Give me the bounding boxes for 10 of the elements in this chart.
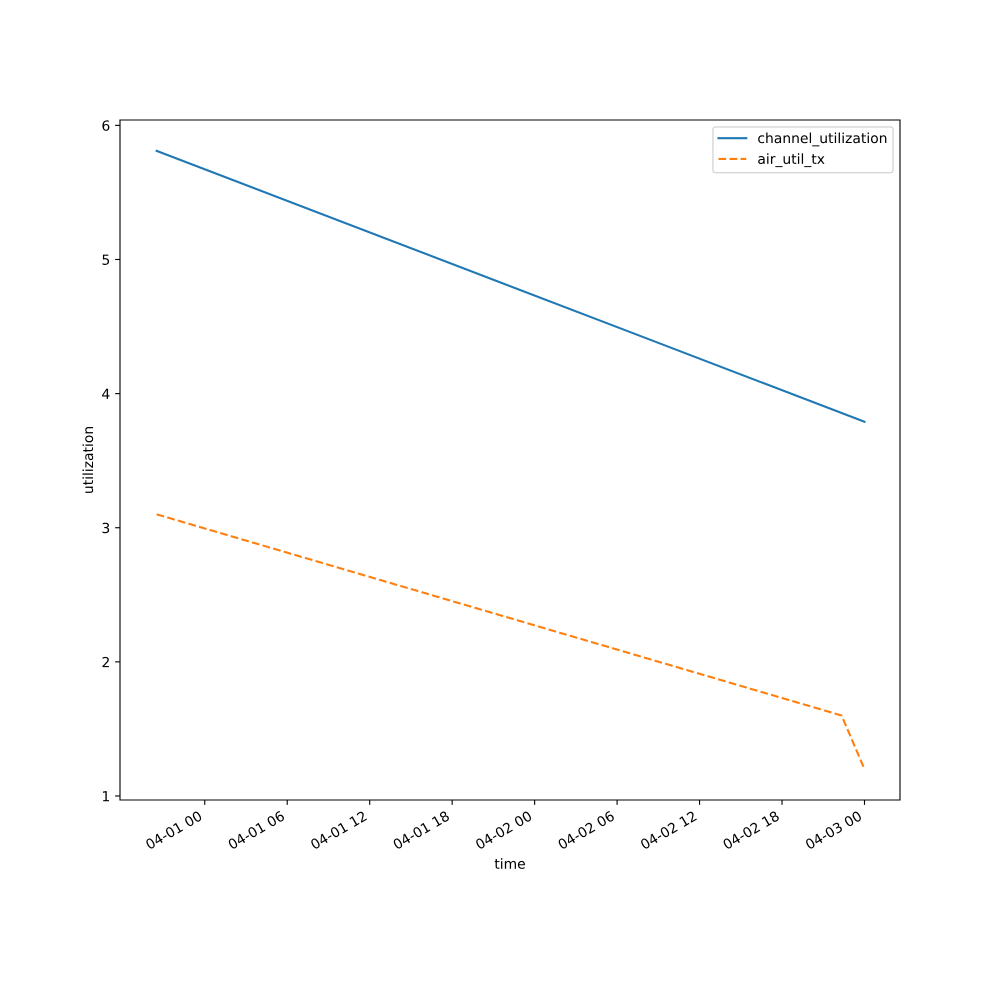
y-tick-label: 6 [102, 120, 110, 131]
legend-label: channel_utilization [758, 132, 886, 146]
y-tick-label: 4 [102, 388, 110, 399]
y-axis-title: utilization [82, 427, 94, 493]
y-tick-label: 1 [102, 791, 109, 802]
y-tick-label: 3 [102, 522, 110, 534]
legend-label: air_util_tx [758, 153, 825, 168]
y-tick-label: 5 [102, 254, 110, 265]
y-tick-label: 2 [102, 656, 109, 668]
x-axis-title: time [494, 858, 525, 869]
